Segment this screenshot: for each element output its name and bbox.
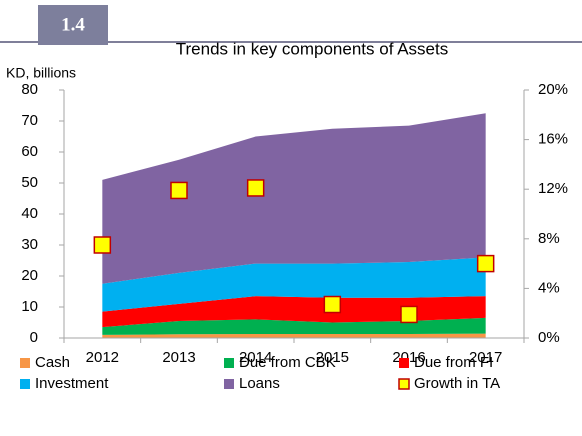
y2-tick-label: 20%: [538, 81, 568, 98]
legend-label: Cash: [35, 354, 70, 371]
y-tick-label: 50: [21, 174, 38, 191]
growth-marker: [170, 181, 188, 200]
y-tick-label: 30: [21, 236, 38, 253]
legend-swatch: [20, 379, 30, 389]
y-axis-label: KD, billions: [6, 65, 76, 81]
legend-label: Due from FI: [414, 354, 493, 371]
legend-swatch: [224, 358, 234, 368]
y-tick-label: 70: [21, 112, 38, 129]
legend-swatch: [399, 358, 409, 368]
x-tick-label: 2015: [316, 349, 349, 366]
growth-marker: [246, 179, 265, 197]
area: [102, 296, 486, 328]
area: [102, 257, 486, 312]
y2-tick-label: 4%: [538, 279, 560, 296]
legend-swatch: [398, 378, 410, 390]
growth-marker: [93, 236, 112, 254]
chart-title: Trends in key components of Assets: [176, 39, 448, 58]
growth-marker: [400, 305, 418, 324]
area: [102, 317, 486, 335]
y-tick-label: 80: [21, 81, 38, 98]
area: [102, 333, 486, 338]
x-tick-label: 2014: [239, 349, 272, 366]
x-tick-label: 2013: [162, 349, 195, 366]
y-tick-label: 60: [21, 143, 38, 160]
legend-label: Investment: [35, 375, 109, 392]
y2-tick-label: 0%: [538, 329, 560, 346]
area: [102, 113, 486, 284]
y2-tick-label: 16%: [538, 131, 568, 148]
legend-swatch: [224, 379, 234, 389]
legend-label: Due from CBK: [239, 354, 336, 371]
y-tick-label: 20: [21, 267, 38, 284]
growth-marker: [323, 295, 342, 314]
legend-swatch: [20, 358, 30, 368]
badge-box: [38, 5, 108, 45]
y-tick-label: 0: [30, 329, 38, 346]
legend-label: Growth in TA: [414, 375, 500, 392]
badge: 1.4: [61, 14, 85, 35]
growth-marker: [476, 254, 495, 273]
y-tick-label: 40: [21, 205, 38, 222]
y-tick-label: 10: [21, 298, 38, 315]
y2-tick-label: 12%: [538, 180, 568, 197]
x-tick-label: 2017: [469, 349, 502, 366]
y2-tick-label: 8%: [538, 230, 560, 247]
legend-label: Loans: [239, 375, 280, 392]
x-tick-label: 2012: [86, 349, 119, 366]
